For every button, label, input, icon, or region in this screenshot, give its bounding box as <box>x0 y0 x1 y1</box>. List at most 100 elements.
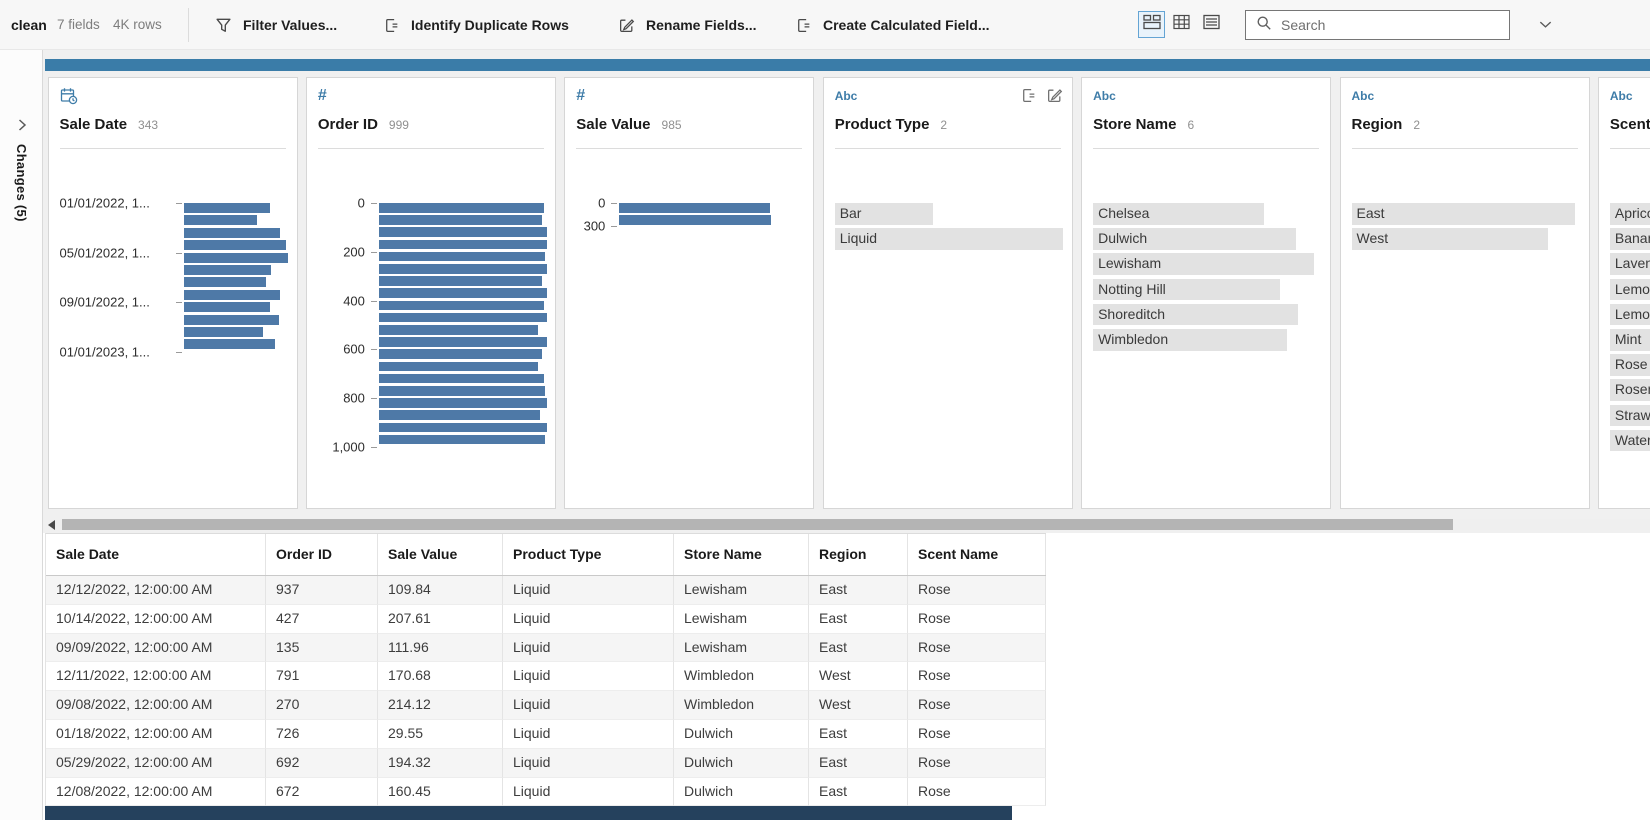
grid-header-cell[interactable]: Order ID <box>266 534 378 575</box>
histogram-bar[interactable] <box>184 327 263 337</box>
grid-row[interactable]: 10/14/2022, 12:00:00 AM427207.61LiquidLe… <box>46 605 1046 634</box>
value-row[interactable]: West <box>1352 228 1580 250</box>
value-row[interactable]: Notting Hill <box>1093 279 1321 301</box>
histogram-bar[interactable] <box>379 301 544 311</box>
grid-header-cell[interactable]: Store Name <box>674 534 809 575</box>
histogram-bar[interactable] <box>379 313 547 323</box>
histogram-bar[interactable] <box>379 252 545 262</box>
grid-header-cell[interactable]: Scent Name <box>908 534 1046 575</box>
value-row[interactable]: Chelsea <box>1093 203 1321 225</box>
field-name[interactable]: Region <box>1352 116 1403 133</box>
field-distinct-count: 2 <box>940 118 947 132</box>
histogram-bar[interactable] <box>184 215 258 225</box>
scrollbar-left-arrow-icon[interactable] <box>48 520 55 530</box>
value-row[interactable]: Lavender <box>1610 253 1650 275</box>
grid-header-cell[interactable]: Product Type <box>503 534 674 575</box>
grid-cell: Liquid <box>503 605 674 634</box>
histogram-bar[interactable] <box>184 315 280 325</box>
search-input[interactable] <box>1281 17 1481 33</box>
histogram-bar[interactable] <box>379 227 547 237</box>
histogram-bar[interactable] <box>184 265 271 275</box>
toolbar-chevron-down-icon[interactable] <box>1538 17 1553 37</box>
rename-fields-button[interactable]: Rename Fields... <box>618 0 756 50</box>
histogram-bar[interactable] <box>184 253 288 263</box>
histogram-bar[interactable] <box>379 423 547 433</box>
histogram-bar[interactable] <box>379 337 547 347</box>
value-row[interactable]: Lemon <box>1610 279 1650 301</box>
expand-changes-chevron-icon[interactable] <box>15 118 29 137</box>
histogram-bar[interactable] <box>379 325 539 335</box>
value-row[interactable]: Dulwich <box>1093 228 1321 250</box>
grid-cell: Rose <box>908 749 1046 778</box>
field-name[interactable]: Order ID <box>318 116 378 133</box>
field-name[interactable]: Sale Date <box>60 116 128 133</box>
grid-header-cell[interactable]: Sale Value <box>378 534 503 575</box>
histogram-bar[interactable] <box>379 374 544 384</box>
value-row[interactable]: Apricot <box>1610 203 1650 225</box>
value-row[interactable]: Shoreditch <box>1093 304 1321 326</box>
grid-cell: 170.68 <box>378 662 503 691</box>
field-name[interactable]: Product Type <box>835 116 930 133</box>
histogram-bar[interactable] <box>184 240 287 250</box>
field-distinct-count: 2 <box>1413 118 1420 132</box>
grid-view-toggle[interactable] <box>1168 11 1195 38</box>
profile-card-sale-value: #Sale Value9850300 <box>564 77 814 509</box>
grid-row[interactable]: 01/18/2022, 12:00:00 AM72629.55LiquidDul… <box>46 720 1046 749</box>
list-view-toggle[interactable] <box>1198 11 1225 38</box>
field-name[interactable]: Scent Name <box>1610 116 1650 133</box>
histogram-bar[interactable] <box>184 228 281 238</box>
scrollbar-thumb[interactable] <box>62 519 1453 530</box>
create-calculated-field-button[interactable]: Create Calculated Field... <box>795 0 990 50</box>
value-row[interactable]: Watermelon <box>1610 430 1650 452</box>
histogram-bar[interactable] <box>379 398 547 408</box>
grid-row[interactable]: 09/09/2022, 12:00:00 AM135111.96LiquidLe… <box>46 634 1046 663</box>
histogram-bar[interactable] <box>184 302 270 312</box>
value-row[interactable]: Mint <box>1610 329 1650 351</box>
histogram-bar[interactable] <box>379 215 542 225</box>
value-row[interactable]: Strawberry <box>1610 405 1650 427</box>
histogram-bar[interactable] <box>379 410 540 420</box>
value-row[interactable]: Rose <box>1610 354 1650 376</box>
grid-row[interactable]: 05/29/2022, 12:00:00 AM692194.32LiquidDu… <box>46 749 1046 778</box>
grid-row[interactable]: 09/08/2022, 12:00:00 AM270214.12LiquidWi… <box>46 691 1046 720</box>
profile-view-toggle[interactable] <box>1138 11 1165 38</box>
histogram-bar[interactable] <box>379 288 547 298</box>
histogram-bar[interactable] <box>619 215 771 225</box>
histogram-bar[interactable] <box>379 349 542 359</box>
view-state-icon[interactable] <box>1020 87 1037 109</box>
histogram-bar[interactable] <box>379 276 542 286</box>
value-row[interactable]: Lewisham <box>1093 253 1321 275</box>
changes-panel-label[interactable]: Changes (5) <box>14 144 29 222</box>
identify-duplicate-rows-button[interactable]: Identify Duplicate Rows <box>383 0 569 50</box>
filter-values-button[interactable]: Filter Values... <box>215 0 337 50</box>
value-row[interactable]: Liquid <box>835 228 1063 250</box>
value-row[interactable]: Wimbledon <box>1093 329 1321 351</box>
histogram-bar[interactable] <box>379 386 545 396</box>
value-row[interactable]: Rosemary <box>1610 379 1650 401</box>
value-row[interactable]: Bar <box>835 203 1063 225</box>
histogram-bar[interactable] <box>379 240 547 250</box>
field-name[interactable]: Store Name <box>1093 116 1176 133</box>
grid-cell: Wimbledon <box>674 662 809 691</box>
field-name[interactable]: Sale Value <box>576 116 650 133</box>
histogram-bar[interactable] <box>379 203 544 213</box>
field-count-summary: 7 fields <box>57 0 100 50</box>
value-row[interactable]: East <box>1352 203 1580 225</box>
histogram-bar[interactable] <box>379 264 547 274</box>
histogram-bar[interactable] <box>184 339 276 349</box>
edit-field-icon[interactable] <box>1046 87 1063 109</box>
histogram-bar[interactable] <box>379 435 545 445</box>
grid-header-cell[interactable]: Sale Date <box>46 534 266 575</box>
grid-row[interactable]: 12/11/2022, 12:00:00 AM791170.68LiquidWi… <box>46 662 1046 691</box>
grid-row[interactable]: 12/08/2022, 12:00:00 AM672160.45LiquidDu… <box>46 778 1046 807</box>
grid-header-cell[interactable]: Region <box>809 534 908 575</box>
grid-row[interactable]: 12/12/2022, 12:00:00 AM937109.84LiquidLe… <box>46 576 1046 605</box>
value-row[interactable]: Banana <box>1610 228 1650 250</box>
histogram-bar[interactable] <box>184 290 281 300</box>
histogram-bar[interactable] <box>184 277 266 287</box>
value-row[interactable]: Lemon <box>1610 304 1650 326</box>
histogram-bar[interactable] <box>619 203 769 213</box>
histogram-bar[interactable] <box>379 362 539 372</box>
histogram-bar[interactable] <box>184 203 270 213</box>
axis-tick <box>371 203 377 204</box>
